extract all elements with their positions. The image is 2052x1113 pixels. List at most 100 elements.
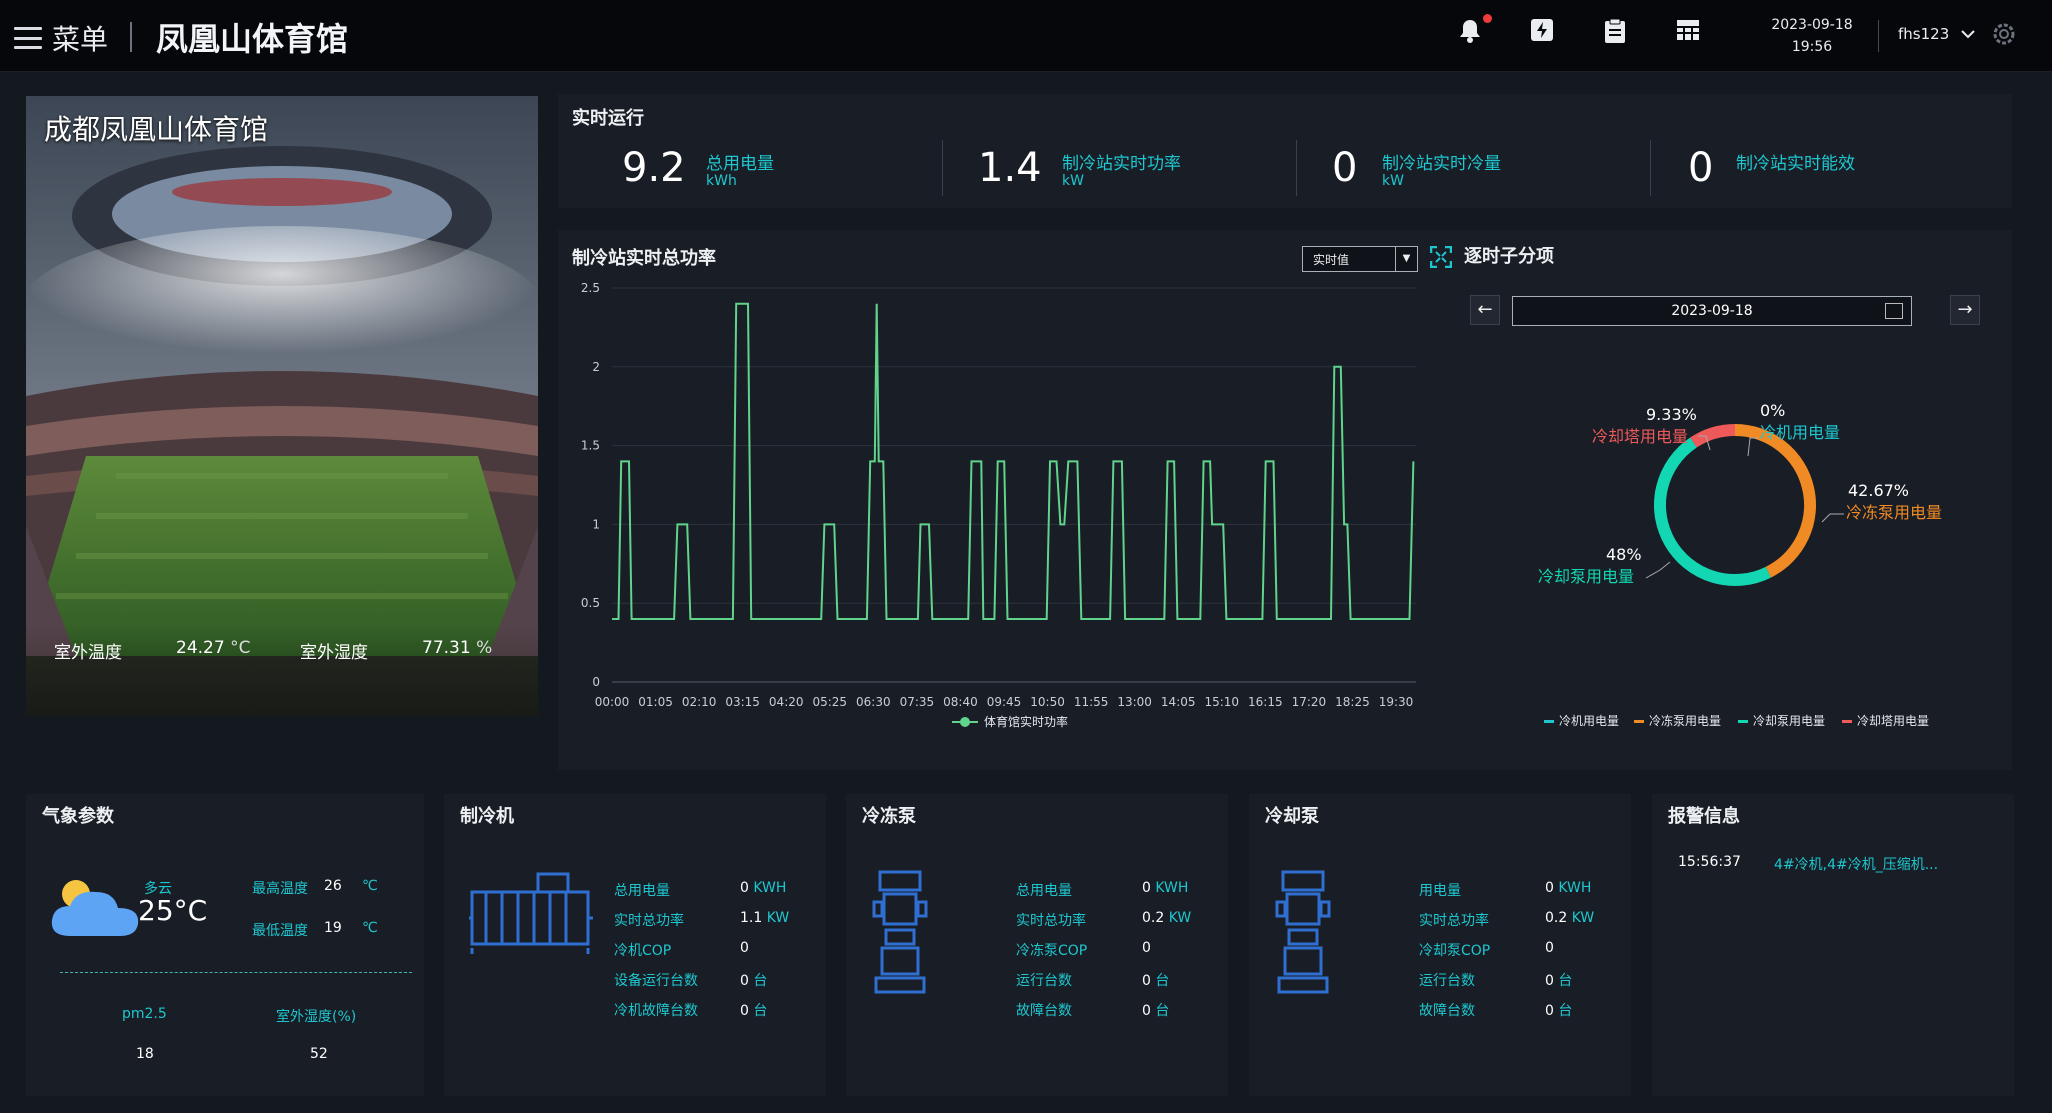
stadium-image xyxy=(26,96,538,716)
subitem-donut-chart: 9.33% 冷却塔用电量 0% 冷机用电量 42.67% 冷冻泵用电量 48% … xyxy=(1538,401,1942,587)
realtime-title: 实时运行 xyxy=(572,108,644,129)
legend-cooling-pump: 冷却泵用电量 xyxy=(1738,712,1825,729)
stat-value: 1.4 xyxy=(978,145,1042,191)
chilled-pump-panel: 冷冻泵 总用电量 0 KWH 实时总功率 0.2 KW 冷冻泵COP 0 运行台数 0 台故… xyxy=(846,794,1228,1096)
stat-value: 0 xyxy=(1688,145,1714,191)
metric-label: 设备运行台数 xyxy=(614,973,698,989)
hamburger-icon xyxy=(14,25,42,51)
legend-chilled-pump: 冷冻泵用电量 xyxy=(1634,712,1721,729)
x-tick-label: 10:50 xyxy=(1030,695,1065,709)
metric-value: 0 台 xyxy=(1545,1003,1573,1019)
metric-label: 冷机COP xyxy=(614,943,672,959)
series-line xyxy=(612,302,1415,620)
grid-icon[interactable] xyxy=(1676,18,1704,46)
chiller-panel: 制冷机 总用电量 0 KWH 实时总功率 1.1 KW 冷机COP 0 设备运行台数 0 台… xyxy=(444,794,826,1096)
low-temp-value: 19 xyxy=(324,920,342,936)
donut-slice[interactable] xyxy=(1654,437,1771,587)
x-tick-label: 06:30 xyxy=(856,695,891,709)
y-tick-label: 1 xyxy=(592,517,600,531)
stat-divider xyxy=(1650,140,1651,196)
next-day-button[interactable]: → xyxy=(1950,295,1980,325)
metric-value: 0 台 xyxy=(1142,1003,1170,1019)
y-tick-label: 0.5 xyxy=(581,596,600,610)
date-time: 2023-09-18 19:56 xyxy=(1760,14,1864,58)
metric-label: 用电量 xyxy=(1419,883,1461,899)
low-temp-label: 最低温度 xyxy=(252,923,308,939)
top-bar: 菜单 凤凰山体育馆 2023-09-18 19:56 fhs123 xyxy=(0,0,2052,72)
settings-icon[interactable] xyxy=(1992,22,2020,50)
weather-title: 气象参数 xyxy=(42,806,114,827)
current-temperature: 25°C xyxy=(138,894,208,927)
slice-label-cooling-pump: 冷却泵用电量 xyxy=(1538,567,1634,586)
x-tick-label: 04:20 xyxy=(769,695,804,709)
metric-value: 0 台 xyxy=(740,1003,768,1019)
x-tick-label: 00:00 xyxy=(595,695,630,709)
stat-value: 9.2 xyxy=(622,145,686,191)
stat-divider xyxy=(1296,140,1297,196)
alarm-message-link[interactable]: 4#冷机,4#冷机_压缩机... xyxy=(1774,857,1939,873)
prev-day-button[interactable]: ← xyxy=(1470,295,1500,325)
slice-label-chiller: 冷机用电量 xyxy=(1760,423,1840,442)
metric-label: 实时总功率 xyxy=(614,913,684,929)
alarm-panel: 报警信息 15:56:37 4#冷机,4#冷机_压缩机... xyxy=(1652,794,2014,1096)
x-tick-label: 16:15 xyxy=(1248,695,1283,709)
pm25-label: pm2.5 xyxy=(122,1006,167,1022)
subitem-chart-title: 逐时子分项 xyxy=(1464,246,1554,267)
user-menu[interactable]: fhs123 xyxy=(1898,25,1975,43)
x-tick-label: 08:40 xyxy=(943,695,978,709)
stadium-title: 成都凤凰山体育馆 xyxy=(44,113,269,146)
metric-label: 故障台数 xyxy=(1016,1003,1072,1019)
metric-label: 故障台数 xyxy=(1419,1003,1475,1019)
lightning-icon[interactable] xyxy=(1530,18,1558,46)
header-divider xyxy=(130,22,132,52)
bell-icon[interactable] xyxy=(1458,14,1492,46)
stadium-overlay xyxy=(26,626,538,716)
metric-value: 0 KWH xyxy=(1142,880,1189,896)
metric-label: 运行台数 xyxy=(1419,973,1475,989)
chilled-pump-title: 冷冻泵 xyxy=(862,806,916,827)
metric-label: 冷冻泵COP xyxy=(1016,943,1088,959)
metric-value: 0 台 xyxy=(1545,973,1573,989)
stat-unit: kW xyxy=(1382,173,1404,189)
metric-value: 0 xyxy=(1545,940,1554,956)
weather-condition: 多云 xyxy=(144,881,172,897)
power-line-chart: 0 0.5 1 1.5 2 2.5 00:00 01:05 02:10 03:15 04:20 05… xyxy=(581,281,1416,729)
high-temp-value: 26 xyxy=(324,878,342,894)
x-tick-label: 15:10 xyxy=(1204,695,1239,709)
slice-label-chilled-pump: 冷冻泵用电量 xyxy=(1846,503,1942,522)
alarm-title: 报警信息 xyxy=(1668,806,1740,827)
metric-value: 0 KWH xyxy=(1545,880,1592,896)
metric-value: 0 xyxy=(740,940,749,956)
x-tick-label: 01:05 xyxy=(638,695,673,709)
menu-button[interactable]: 菜单 xyxy=(14,18,108,58)
fullscreen-icon[interactable] xyxy=(1429,245,1453,269)
clipboard-icon[interactable] xyxy=(1603,18,1631,46)
cloudy-icon xyxy=(51,880,139,936)
low-temp-unit: ℃ xyxy=(362,920,378,936)
legend-cooling-tower: 冷却塔用电量 xyxy=(1842,712,1929,729)
metric-value: 0.2 KW xyxy=(1142,910,1192,926)
donut-slice[interactable] xyxy=(1690,424,1736,448)
date-picker-value: 2023-09-18 xyxy=(1671,303,1753,319)
donut-labels: 9.33% 冷却塔用电量 0% 冷机用电量 42.67% 冷冻泵用电量 48% … xyxy=(1538,401,1942,586)
donut-slice[interactable] xyxy=(1734,424,1816,578)
alarm-time: 15:56:37 xyxy=(1678,854,1741,870)
legend-chiller: 冷机用电量 xyxy=(1544,712,1619,729)
stat-label: 制冷站实时冷量 xyxy=(1382,154,1501,174)
metric-label: 冷机故障台数 xyxy=(614,1003,698,1019)
metric-label: 运行台数 xyxy=(1016,973,1072,989)
date-picker[interactable]: 2023-09-18 xyxy=(1512,296,1912,326)
current-date: 2023-09-18 xyxy=(1771,17,1853,33)
humidity-label: 室外湿度(%) xyxy=(276,1009,357,1025)
weather-divider xyxy=(60,972,412,973)
x-tick-label: 18:25 xyxy=(1335,695,1370,709)
x-tick-label: 09:45 xyxy=(987,695,1022,709)
stat-label: 制冷站实时能效 xyxy=(1736,154,1855,174)
slice-percent-chilled-pump: 42.67% xyxy=(1848,481,1909,500)
x-tick-label: 13:00 xyxy=(1117,695,1152,709)
stat-unit: kWh xyxy=(706,173,737,189)
notification-dot xyxy=(1483,14,1492,23)
value-type-select[interactable]: 实时值 ▼ xyxy=(1302,246,1418,272)
username: fhs123 xyxy=(1898,25,1950,43)
stat-unit: kW xyxy=(1062,173,1084,189)
